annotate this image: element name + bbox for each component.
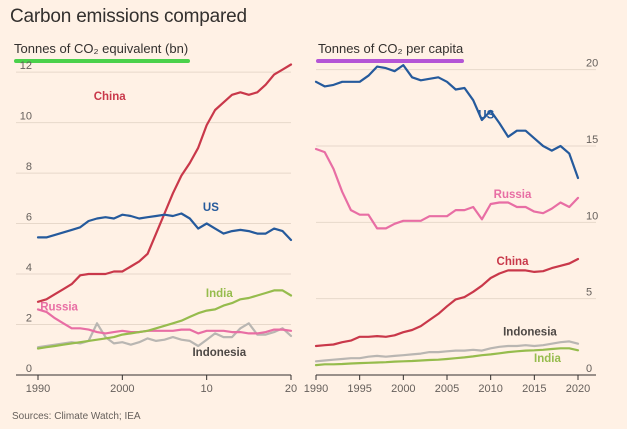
source-note: Sources: Climate Watch; IEA [12, 411, 141, 422]
left-y-tick-label: 8 [26, 161, 32, 173]
right-x-tick-label: 2000 [391, 383, 415, 395]
left-series-india [36, 289, 293, 350]
left-y-tick-label: 6 [26, 212, 32, 224]
right-series-us [314, 63, 580, 180]
left-label-us: US [203, 202, 219, 214]
right-panel-ylabel: Tonnes of CO₂ per capita [318, 41, 464, 56]
left-panel-ylabel: Tonnes of CO₂ equivalent (bn) [14, 41, 189, 56]
left-label-russia: Russia [40, 302, 78, 314]
right-series-russia [314, 147, 580, 230]
right-label-indonesia: Indonesia [503, 326, 557, 338]
right-x-tick-label: 1990 [304, 383, 328, 395]
left-x-tick-label: 20 [285, 383, 297, 395]
right-x-tick-label: 2005 [435, 383, 459, 395]
left-y-tick-label: 4 [26, 262, 32, 274]
left-y-tick-label: 0 [26, 363, 32, 375]
left-x-tick-label: 2000 [110, 383, 134, 395]
right-y-tick-label: 15 [586, 134, 598, 146]
left-label-indonesia: Indonesia [192, 347, 246, 359]
left-series-indonesia [36, 322, 293, 349]
right-label-russia: Russia [494, 189, 532, 201]
right-y-tick-label: 0 [586, 363, 592, 375]
right-x-tick-label: 2015 [522, 383, 546, 395]
right-y-tick-label: 20 [586, 58, 598, 70]
chart-title: Carbon emissions compared [10, 6, 247, 27]
right-label-underline [316, 59, 464, 63]
left-series-us [36, 212, 293, 242]
right-y-tick-label: 5 [586, 287, 592, 299]
left-label-india: India [206, 288, 233, 300]
right-label-us: US [478, 109, 494, 121]
left-y-tick-label: 10 [20, 111, 32, 123]
left-y-tick-label: 12 [20, 60, 32, 72]
right-x-tick-label: 2010 [478, 383, 502, 395]
right-series-india [314, 347, 580, 367]
left-x-tick-label: 10 [201, 383, 213, 395]
left-label-china: China [94, 91, 127, 103]
left-series-china [36, 63, 293, 303]
left-y-tick-label: 2 [26, 313, 32, 325]
right-label-china: China [497, 256, 530, 268]
left-series-russia [36, 308, 293, 335]
right-x-tick-label: 2020 [566, 383, 590, 395]
right-x-tick-label: 1995 [347, 383, 371, 395]
left-x-tick-label: 1990 [26, 383, 50, 395]
right-series-indonesia [314, 340, 580, 363]
right-y-tick-label: 10 [586, 210, 598, 222]
left-label-underline [14, 59, 190, 63]
right-label-india: India [534, 353, 561, 365]
right-series-china [314, 257, 580, 348]
